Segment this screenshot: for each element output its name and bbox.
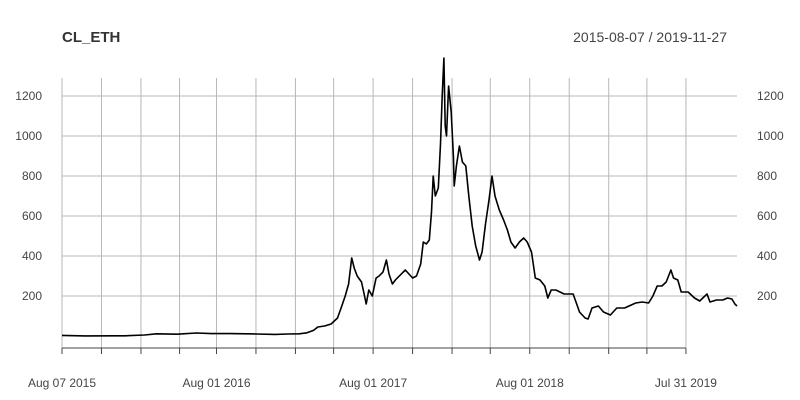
y-tick-label-left: 200 [22,289,42,303]
grid [61,78,737,348]
y-tick-label-left: 800 [22,169,42,183]
x-tick-label: Aug 01 2018 [496,376,564,390]
series-line [61,57,738,337]
x-axis: Aug 07 2015 Aug 01 2016 Aug 01 2017 Aug 01 … [28,347,717,390]
y-tick-label-right: 800 [757,169,777,183]
y-tick-label-left: 1200 [15,89,42,103]
x-tick-label: Aug 07 2015 [28,376,96,390]
y-tick-label-left: 400 [22,249,42,263]
y-tick-label-right: 400 [757,249,777,263]
y-tick-label-right: 1200 [757,89,784,103]
x-tick-label: Jul 31 2019 [655,376,717,390]
y-tick-label-right: 600 [757,209,777,223]
y-ticks: 200 200 400 400 600 600 800 800 1000 1000 1200 1200 [15,89,784,303]
x-tick-label: Aug 01 2016 [182,376,250,390]
y-tick-label-right: 1000 [757,129,784,143]
y-tick-label-left: 1000 [15,129,42,143]
y-tick-label-left: 600 [22,209,42,223]
x-tick-label: Aug 01 2017 [339,376,407,390]
date-range: 2015-08-07 / 2019-11-27 [573,29,727,45]
series [61,57,738,337]
y-tick-label-right: 200 [757,289,777,303]
chart-title: CL_ETH [62,29,120,46]
